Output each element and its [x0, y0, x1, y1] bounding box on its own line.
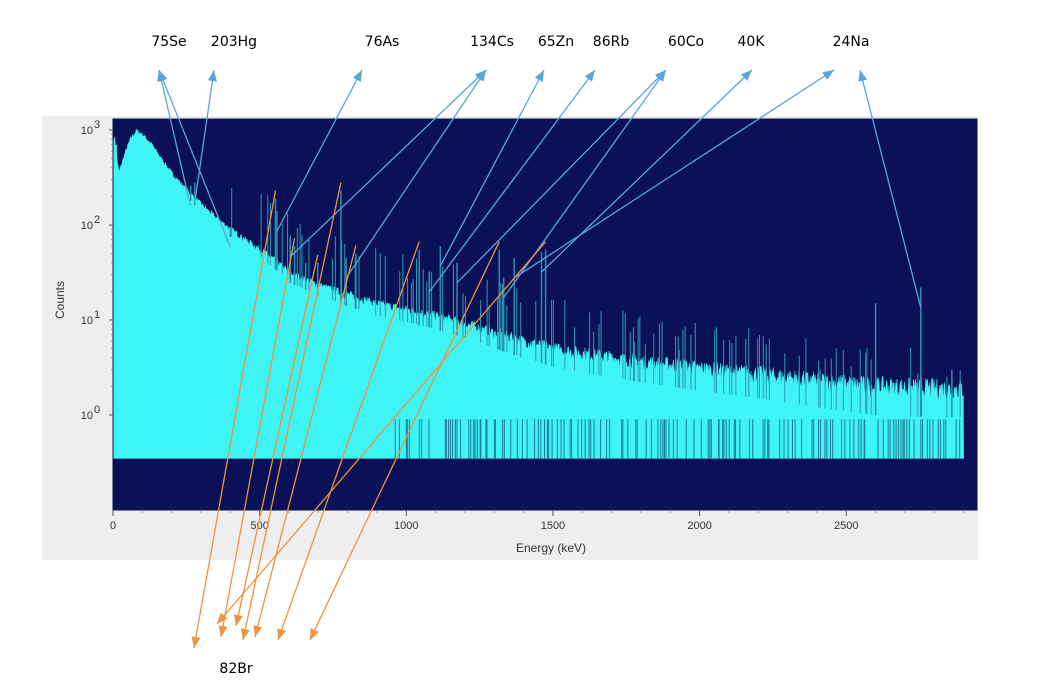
arrow-60co-head: [655, 70, 666, 82]
label-60co: 60Co: [668, 34, 704, 50]
arrow-75se-head: [158, 70, 168, 82]
label-40k: 40K: [738, 34, 766, 50]
x-axis: 0 500 1000 1500 2000 2500: [110, 510, 964, 532]
arrow-82br-line: [220, 237, 296, 638]
x-tick-label: 1000: [394, 520, 418, 532]
arrow-60co-line: [456, 69, 667, 284]
arrow-75se-line: [158, 69, 192, 206]
arrow-65zn-head: [534, 70, 544, 82]
label-75se: 75Se: [151, 34, 186, 50]
label-203hg: 203Hg: [211, 34, 257, 50]
arrow-86rb-line: [428, 69, 596, 293]
top-arrows: [157, 69, 922, 308]
arrow-203hg-line: [194, 69, 215, 203]
arrow-75se-line: [158, 69, 231, 248]
arrow-82br-head: [218, 625, 228, 637]
bottom-arrows: [191, 182, 547, 649]
y-tick-label: 10: [81, 315, 93, 327]
arrow-82br-line: [216, 241, 547, 625]
arrow-82br-head: [233, 614, 243, 626]
label-86rb: 86Rb: [593, 34, 630, 50]
y-tick-exponent: 0: [94, 404, 100, 416]
label-24na: 24Na: [833, 34, 870, 50]
x-tick-label: 500: [250, 520, 268, 532]
arrow-134cs-line: [345, 69, 487, 279]
arrow-40k-line: [541, 69, 753, 273]
arrow-82br-head: [310, 628, 319, 640]
top-isotope-labels: 75Se 203Hg 76As 134Cs 65Zn 86Rb 60Co 40K 24Na: [151, 34, 869, 50]
arrow-24na-head: [822, 70, 834, 80]
plot-frame: [112, 118, 978, 511]
arrow-82br-line: [309, 241, 500, 641]
y-tick-exponent: 3: [94, 119, 100, 131]
y-tick-exponent: 1: [94, 309, 100, 321]
arrow-65zn-line: [439, 69, 545, 267]
arrow-134cs-line: [289, 69, 487, 258]
arrow-82br-line: [277, 241, 420, 641]
arrow-24na-line: [859, 69, 922, 308]
y-tick-exponent: 2: [94, 214, 100, 226]
arrow-86rb-head: [584, 70, 595, 82]
arrow-82br-line: [254, 245, 357, 638]
arrow-24na-head: [858, 70, 868, 82]
arrow-203hg-head: [207, 70, 217, 82]
arrow-24na-line: [513, 69, 835, 279]
label-76as: 76As: [365, 34, 400, 50]
arrow-82br-head: [217, 612, 228, 624]
x-axis-label: Energy (keV): [516, 541, 586, 555]
arrow-76as-line: [276, 69, 363, 232]
arrow-82br-head: [191, 636, 201, 648]
spectrum-fill: [112, 128, 964, 459]
x-tick-label: 0: [110, 520, 116, 532]
x-tick-label: 1500: [541, 520, 565, 532]
y-axis-label: Counts: [53, 281, 67, 319]
y-tick-label: 10: [81, 220, 93, 232]
arrow-82br-head: [253, 625, 263, 637]
x-tick-label: 2500: [834, 520, 858, 532]
y-tick-label: 10: [81, 125, 93, 137]
label-65zn: 65Zn: [538, 34, 574, 50]
arrow-82br-line: [193, 190, 277, 649]
arrow-134cs-head: [476, 70, 486, 82]
arrow-82br-head: [277, 628, 286, 640]
arrow-82br-head: [240, 628, 250, 640]
arrow-82br-line: [235, 254, 319, 627]
label-82br: 82Br: [219, 661, 252, 677]
x-tick-label: 2000: [687, 520, 711, 532]
arrow-40k-head: [740, 70, 752, 81]
arrow-76as-head: [352, 70, 362, 82]
arrow-82br-line: [242, 182, 342, 641]
y-tick-label: 10: [81, 410, 93, 422]
label-134cs: 134Cs: [470, 34, 514, 50]
